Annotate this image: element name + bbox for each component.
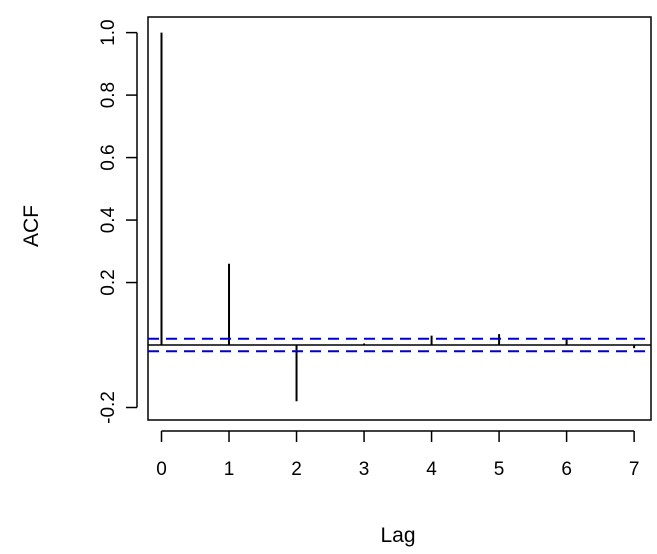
y-tick-label-0.4: 0.4 — [98, 206, 119, 233]
x-tick-label-4: 4 — [426, 459, 437, 480]
x-tick-label-7: 7 — [629, 459, 640, 480]
confidence-bands — [148, 337, 651, 353]
x-tick-label-2: 2 — [291, 459, 302, 480]
plot-frame — [147, 16, 652, 421]
x-tick-label-6: 6 — [561, 459, 572, 480]
x-tick-label-3: 3 — [359, 459, 370, 480]
y-tick-label--0.2: -0.2 — [98, 391, 119, 424]
y-tick-label-0.6: 0.6 — [98, 144, 119, 170]
acf-spikes — [160, 32, 636, 402]
y-tick-label-0.2: 0.2 — [98, 269, 119, 295]
y-axis: -0.2 0.2 0.4 0.6 0.8 1.0 — [98, 19, 138, 424]
y-tick-label-0.8: 0.8 — [98, 82, 119, 108]
x-tick-label-1: 1 — [224, 459, 235, 480]
x-tick-label-0: 0 — [156, 459, 167, 480]
plot-border — [147, 16, 652, 421]
y-tick-label-1.0: 1.0 — [98, 19, 119, 45]
x-tick-label-5: 5 — [494, 459, 505, 480]
x-axis-title: Lag — [380, 524, 415, 547]
y-axis-title: ACF — [20, 205, 43, 247]
x-axis: 0 1 2 3 4 5 6 7 — [156, 430, 640, 480]
